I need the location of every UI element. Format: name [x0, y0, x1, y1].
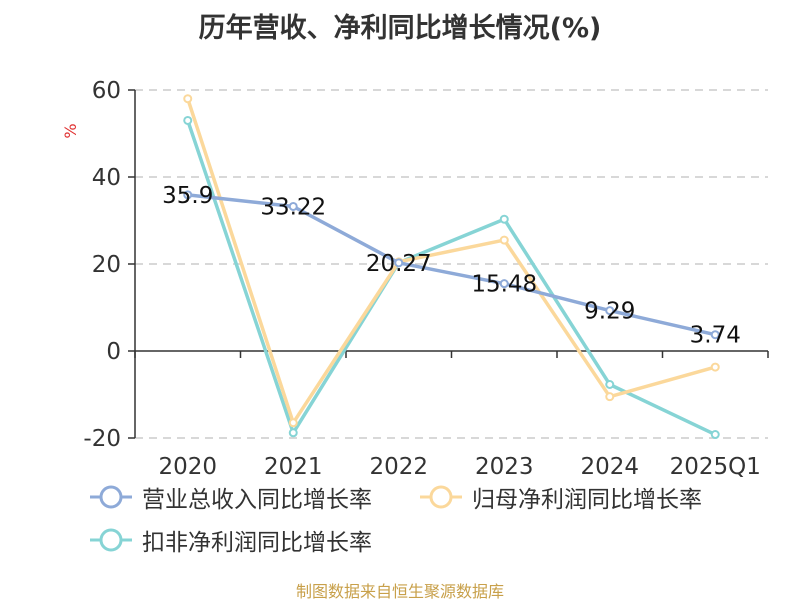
- data-label: 33.22: [260, 194, 326, 220]
- data-label: 9.29: [584, 299, 635, 325]
- series-line-1: [187, 193, 716, 337]
- x-tick-label: 2024: [580, 454, 639, 480]
- series-2-point: [605, 392, 615, 402]
- x-tick-label: 2023: [475, 454, 534, 480]
- legend-label-deducted-net-profit: 扣非净利润同比增长率: [142, 530, 372, 556]
- data-label: 20.27: [366, 251, 432, 277]
- y-unit-label: %: [61, 123, 80, 138]
- series-1-point: [710, 330, 720, 340]
- y-tick-label: -20: [83, 426, 121, 452]
- y-tick-label: 0: [106, 339, 121, 365]
- legend-item-revenue[interactable]: 营业总收入同比增长率: [88, 480, 372, 514]
- y-tick-label: 20: [92, 252, 121, 278]
- series-1-point: [288, 201, 298, 211]
- legend-marker-deducted-net-profit: [99, 528, 123, 552]
- legend-item-deducted-net-profit[interactable]: 扣非净利润同比增长率: [88, 523, 372, 557]
- legend-swatch-revenue: [90, 485, 132, 509]
- legend-item-net-profit[interactable]: 归母净利润同比增长率: [418, 480, 702, 514]
- y-tick-label: 40: [92, 165, 121, 191]
- legend-swatch-net-profit: [420, 485, 462, 509]
- source-note: 制图数据来自恒生聚源数据库: [295, 582, 504, 601]
- x-tick-label: 2020: [158, 454, 217, 480]
- series-1-point: [394, 258, 404, 268]
- series-line-3: [186, 119, 716, 437]
- series-3-point: [499, 214, 509, 224]
- y-tick-label: 60: [92, 78, 121, 104]
- legend-marker-net-profit: [429, 485, 453, 509]
- series-2-point: [183, 94, 193, 104]
- series-layer: [183, 94, 720, 440]
- legend-label-revenue: 营业总收入同比增长率: [142, 487, 372, 513]
- grid-layer: [135, 89, 768, 439]
- series-line-2: [186, 98, 716, 425]
- series-3-point: [710, 430, 720, 440]
- series-2-point: [288, 418, 298, 428]
- series-3-point: [605, 379, 615, 389]
- series-1-point: [183, 190, 193, 200]
- legend-marker-revenue: [99, 485, 123, 509]
- data-label: 3.74: [690, 323, 741, 349]
- axis-layer: 60 40 20 0 -20 2020 2021 2022 2023 2024 2025Q1%: [61, 78, 769, 480]
- x-tick-label: 2021: [264, 454, 323, 480]
- x-tick-label: 2025Q1: [670, 454, 761, 480]
- legend-swatch-deducted-net-profit: [90, 528, 132, 552]
- chart-title: 历年营收、净利同比增长情况(%): [198, 13, 602, 44]
- series-3-point: [183, 115, 193, 125]
- series-2-point: [499, 235, 509, 245]
- data-label: 15.48: [471, 272, 537, 298]
- x-tick-label: 2022: [369, 454, 428, 480]
- series-1-point: [605, 306, 615, 316]
- data-label: 35.9: [162, 183, 213, 209]
- series-1-point: [499, 279, 509, 289]
- data-label-layer: 35.9 33.22 20.27 15.48 9.29 3.74: [162, 183, 741, 349]
- series-3-point: [288, 428, 298, 438]
- legend-label-net-profit: 归母净利润同比增长率: [472, 487, 702, 513]
- series-2-point: [710, 362, 720, 372]
